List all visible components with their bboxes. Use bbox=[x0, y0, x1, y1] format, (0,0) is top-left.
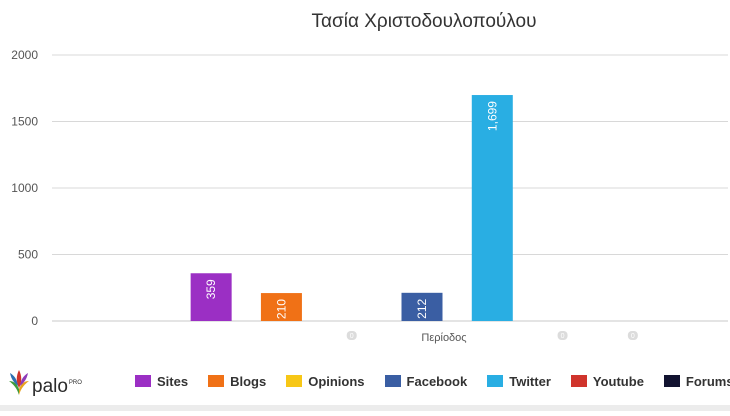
legend-item-facebook[interactable]: Facebook bbox=[384, 373, 468, 389]
chart-title: Τασία Χριστοδουλοπούλου bbox=[312, 11, 537, 32]
legend-swatch bbox=[286, 375, 303, 387]
legend-label: Opinions bbox=[308, 373, 365, 389]
legend-label: Youtube bbox=[592, 373, 644, 389]
legend-swatch bbox=[384, 375, 401, 387]
legend-swatch bbox=[570, 375, 587, 387]
x-axis-label: Περίοδος bbox=[421, 332, 466, 344]
bar-sites[interactable] bbox=[190, 273, 232, 321]
legend-label: Blogs bbox=[230, 373, 267, 389]
y-tick-label: 2000 bbox=[11, 48, 38, 62]
logo-superscript: PRO bbox=[68, 380, 82, 386]
legend-label: Facebook bbox=[406, 373, 468, 389]
legend-swatch bbox=[135, 375, 151, 387]
bars bbox=[190, 95, 513, 322]
y-axis-ticks: 0 500 1000 1500 2000 bbox=[11, 48, 38, 328]
legend-item-youtube[interactable]: Youtube bbox=[570, 373, 644, 389]
palo-pro-logo: palo PRO bbox=[8, 366, 82, 396]
svg-text:0: 0 bbox=[631, 333, 635, 340]
legend-item-twitter[interactable]: Twitter bbox=[487, 374, 551, 389]
chart-legend: Sites Blogs Opinions Facebook Twitter Youtube… bbox=[135, 373, 730, 389]
bar-blogs[interactable] bbox=[260, 293, 302, 321]
legend-item-forums[interactable]: Forums bbox=[663, 373, 730, 389]
legend-label: Twitter bbox=[509, 373, 551, 389]
legend-item-opinions[interactable]: Opinions bbox=[286, 373, 365, 389]
legend-swatch bbox=[487, 375, 504, 387]
data-label-facebook: 212 bbox=[415, 298, 429, 318]
data-label-blogs: 210 bbox=[274, 299, 288, 319]
y-tick-label: 1000 bbox=[11, 181, 38, 195]
legend-item-sites[interactable]: Sites bbox=[135, 374, 188, 389]
data-label-forums: 0 bbox=[627, 331, 638, 340]
legend-swatch bbox=[208, 375, 225, 387]
palo-leaf-icon bbox=[9, 370, 29, 395]
svg-text:0: 0 bbox=[350, 333, 354, 340]
legend-label: Sites bbox=[157, 373, 189, 389]
bar-facebook[interactable] bbox=[401, 292, 443, 321]
data-label-twitter: 1,699 bbox=[485, 101, 499, 131]
legend-label: Forums bbox=[685, 373, 730, 389]
legend-swatch bbox=[663, 375, 680, 387]
bar-twitter[interactable] bbox=[471, 95, 513, 322]
bottom-divider bbox=[0, 405, 730, 411]
y-tick-label: 0 bbox=[31, 314, 38, 328]
y-tick-label: 1500 bbox=[11, 115, 38, 129]
data-label-youtube: 0 bbox=[557, 331, 568, 340]
y-tick-label: 500 bbox=[18, 248, 38, 262]
grid-lines bbox=[52, 54, 728, 322]
data-labels: 359 210 0 212 1,699 0 0 bbox=[204, 101, 638, 340]
svg-text:0: 0 bbox=[561, 333, 565, 340]
data-label-opinions: 0 bbox=[346, 331, 357, 340]
legend-item-blogs[interactable]: Blogs bbox=[208, 374, 266, 389]
data-label-sites: 359 bbox=[204, 279, 218, 299]
logo-text: palo bbox=[32, 376, 68, 397]
